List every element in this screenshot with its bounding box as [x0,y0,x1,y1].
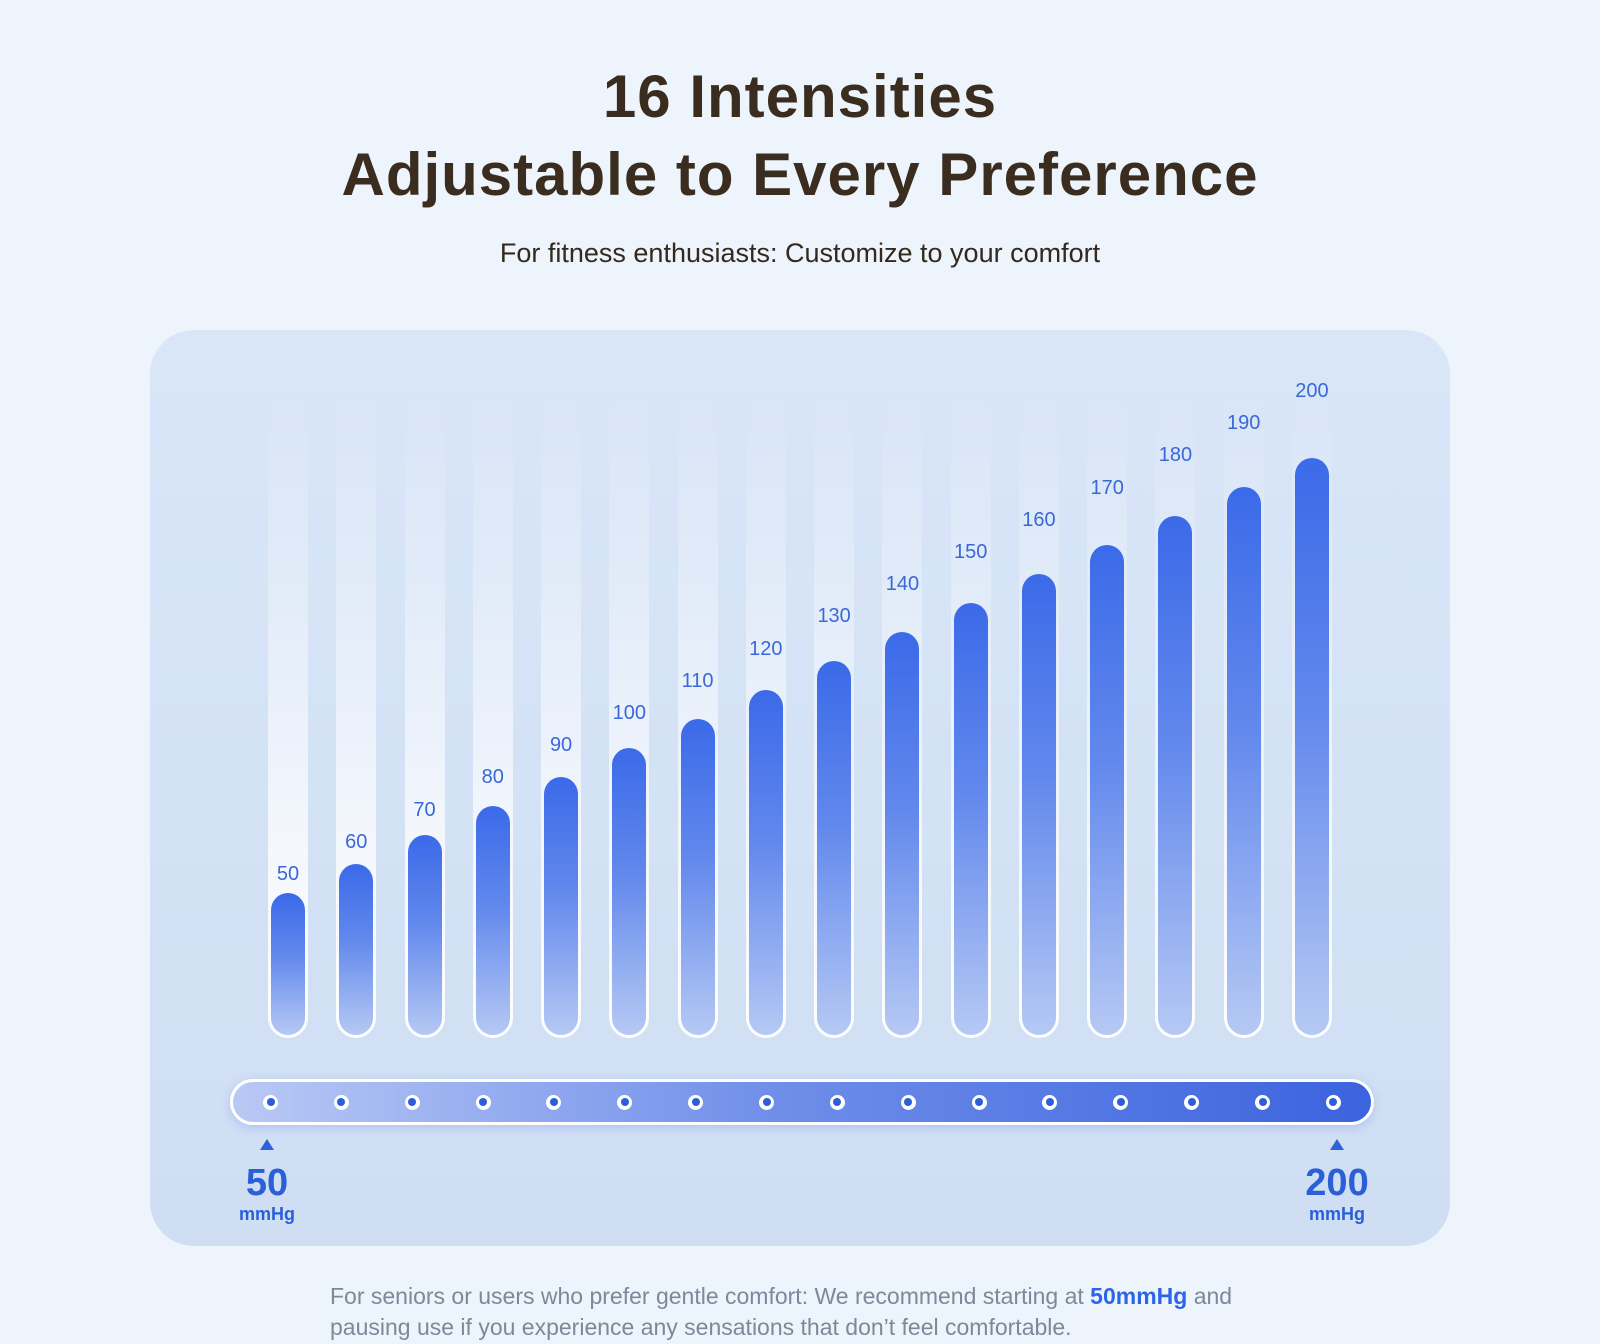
min-intensity-unit: mmHg [238,1204,296,1224]
bar-fill [680,719,715,1035]
bar-column-200: 200 [1291,380,1332,1038]
bar-value-label: 180 [1158,444,1193,467]
bar-value-label: 90 [549,734,573,757]
bar-column-70: 70 [404,390,445,1038]
bar-value-label: 160 [1022,508,1056,531]
bar-fill [817,661,852,1035]
min-intensity-label: 50 mmHg [239,1163,295,1224]
bar-column-190: 190 [1223,390,1264,1038]
bar-fill [544,777,579,1035]
footer-note: For seniors or users who prefer gentle c… [330,1281,1290,1343]
bar-fill [1021,574,1056,1035]
footer-line2: pausing use if you experience any sensat… [330,1314,1072,1340]
slider-dot-10 [900,1094,916,1110]
slider-dot-2 [333,1094,349,1110]
bar-value-label: 50 [276,863,300,885]
bar-fill [1226,487,1261,1035]
slider-dot-15 [1255,1094,1271,1110]
bar-fill [748,690,783,1035]
slider-dot-11 [971,1094,987,1110]
bar-value-label: 80 [481,766,504,789]
bar-column-110: 110 [677,390,718,1038]
max-intensity-label: 200 mmHg [1305,1163,1368,1224]
max-marker-triangle-up-icon [1330,1139,1344,1150]
bar-column-150: 150 [950,390,991,1038]
slider-dot-7 [688,1094,704,1110]
intensity-slider: 50 mmHg 200 mmHg [230,1079,1374,1239]
bar-value-label: 70 [413,798,436,821]
intensity-chart-card: 50 60 70 80 90 100 110 120 130 140 150 160 170 180 190… [150,330,1450,1246]
bar-column-120: 120 [745,390,786,1038]
bar-fill [1294,458,1329,1035]
footer-highlight: 50mmHg [1090,1283,1188,1309]
slider-dot-9 [829,1094,845,1110]
slider-dot-14 [1184,1094,1200,1110]
bar-column-160: 160 [1018,390,1059,1038]
slider-dot-1 [263,1094,278,1110]
slider-dot-3 [404,1094,420,1110]
bar-fill [407,835,442,1035]
slider-dot-13 [1113,1094,1129,1110]
bar-value-label: 130 [817,605,851,628]
header: 16 Intensities Adjustable to Every Prefe… [0,0,1600,269]
bar-value-label: 110 [681,669,714,692]
page-title: 16 Intensities Adjustable to Every Prefe… [0,58,1600,214]
bar-fill [271,893,305,1035]
footer-line1: For seniors or users who prefer gentle c… [330,1281,1290,1312]
bar-column-90: 90 [541,390,582,1038]
slider-dot-4 [475,1094,491,1110]
bar-value-label: 170 [1090,476,1124,499]
bar-fill [953,603,988,1035]
slider-dot-5 [546,1094,562,1110]
bar-column-50: 50 [268,390,308,1038]
bar-fill [1090,545,1125,1035]
bar-value-label: 140 [885,573,920,596]
bar-column-80: 80 [472,390,513,1038]
min-marker-triangle-up-icon [260,1139,274,1150]
bar-column-170: 170 [1087,390,1128,1038]
bar-fill [1158,516,1193,1035]
slider-dot-12 [1042,1094,1058,1110]
max-intensity-unit: mmHg [1308,1204,1365,1224]
bar-value-label: 150 [953,541,988,563]
page-title-line2: Adjustable to Every Preference [341,141,1259,208]
bar-column-180: 180 [1155,390,1196,1038]
footer-text: and [1187,1283,1233,1309]
bar-column-100: 100 [609,390,650,1038]
slider-dot-8 [759,1094,775,1110]
max-intensity-value: 200 [1305,1162,1369,1204]
bar-column-140: 140 [882,390,923,1038]
bar-column-60: 60 [336,390,377,1038]
bar-fill [475,806,510,1035]
bar-value-label: 60 [345,830,368,853]
slider-dot-16 [1325,1094,1341,1110]
bar-value-label: 120 [749,637,783,660]
bar-value-label: 200 [1295,380,1329,402]
bar-fill [885,632,920,1035]
bar-value-label: 100 [612,702,647,724]
footer-text: For seniors or users who prefer gentle c… [330,1283,1091,1309]
bar-value-label: 190 [1227,412,1261,435]
bar-fill [339,864,374,1035]
bar-fill [612,748,647,1035]
page-subtitle: For fitness enthusiasts: Customize to yo… [499,238,1101,268]
page-title-line1: 16 Intensities [602,63,998,130]
intensity-bar-chart: 50 60 70 80 90 100 110 120 130 140 150 160 170 180 190… [268,380,1332,1038]
min-intensity-value: 50 [245,1162,289,1204]
bar-column-130: 130 [814,390,855,1038]
slider-dot-6 [617,1094,633,1110]
slider-track [230,1079,1374,1125]
